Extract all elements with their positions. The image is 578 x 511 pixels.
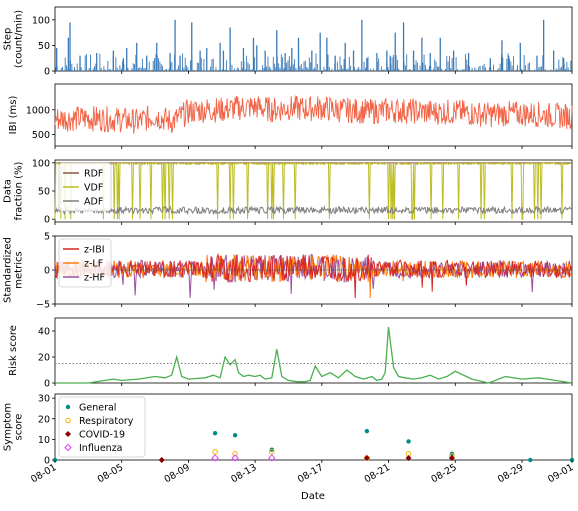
x-axis: 08-01 08-05 08-09 08-13 08-17 08-21 08-25 08-29…	[29, 460, 576, 502]
y-axis-label: Data	[3, 179, 14, 203]
z-IBI-line	[54, 252, 572, 299]
legend: General Respiratory COVID-19 Influenza	[58, 396, 146, 458]
plot-area	[55, 327, 573, 384]
marker-General	[364, 428, 370, 434]
risk-line	[55, 327, 573, 384]
adf-line	[54, 205, 572, 216]
y-tick-label: 20	[38, 414, 50, 425]
x-tick-label: 09-01	[546, 462, 575, 485]
plot-area	[54, 252, 572, 299]
legend-label: Respiratory	[79, 416, 134, 427]
plot-area	[52, 428, 575, 463]
panel-1: 0 50 100 Step (count/min)	[3, 6, 573, 78]
z-HF-line	[54, 253, 572, 299]
plot-frame	[54, 6, 573, 72]
y-axis-label: Symptom	[3, 403, 14, 451]
y-tick-label: 0	[44, 266, 50, 277]
y-tick-label: −5	[36, 300, 50, 311]
x-tick-label: 08-05	[96, 462, 125, 485]
marker-COVID-19	[158, 457, 165, 463]
legend-label: z-LF	[84, 259, 103, 270]
marker-Respiratory	[212, 448, 218, 455]
y-axis-label: metrics	[14, 251, 25, 288]
y-tick-label: 0	[44, 379, 50, 390]
ibi-line	[54, 95, 573, 135]
legend-marker	[65, 404, 71, 410]
marker-Influenza	[268, 454, 276, 462]
y-axis-label: fraction (%)	[14, 161, 25, 220]
legend: RDF VDF ADF	[58, 162, 112, 212]
y-tick-label: 10	[38, 435, 50, 446]
x-tick-label: 08-17	[296, 462, 325, 485]
legend-box	[58, 238, 112, 288]
y-axis-label: Standardized	[3, 237, 14, 303]
y-tick-label: 40	[38, 327, 50, 338]
marker-General	[232, 433, 238, 438]
marker-Influenza	[211, 454, 219, 462]
plot-frame	[54, 317, 573, 384]
legend-box	[58, 396, 146, 458]
panel-3: 0 50 100 Data fraction (%) RDF VDF ADF	[3, 158, 573, 226]
y-tick-label: 0	[44, 456, 50, 467]
marker-General	[528, 457, 533, 463]
y-tick-label: 100	[32, 158, 50, 169]
legend-label: Influenza	[79, 443, 123, 454]
legend-marker	[64, 443, 72, 452]
plot-area	[54, 95, 573, 135]
y-axis-label: IBI (ms)	[8, 96, 19, 135]
y-axis-label: Step	[3, 28, 14, 51]
x-tick-label: 08-13	[229, 462, 258, 485]
panel-5: 0 20 40 Risk score	[8, 317, 573, 390]
marker-General	[406, 439, 411, 444]
y-axis-label: Risk score	[8, 325, 19, 376]
y-tick-label: 100	[32, 15, 50, 26]
legend-label: ADF	[84, 197, 103, 208]
marker-General	[212, 430, 218, 436]
x-tick-label: 08-09	[163, 462, 192, 485]
y-tick-label: 500	[32, 130, 50, 141]
y-axis-label: (count/min)	[14, 10, 25, 68]
legend-label: z-HF	[84, 273, 105, 284]
y-tick-label: 20	[38, 353, 50, 364]
legend-label: RDF	[84, 169, 103, 180]
y-tick-label: 50	[38, 41, 50, 52]
marker-Influenza	[231, 454, 239, 462]
plot-area	[54, 161, 572, 220]
legend-label: COVID-19	[79, 430, 125, 441]
legend-label: General	[79, 403, 116, 414]
marker-COVID-19	[363, 454, 370, 461]
legend-label: VDF	[84, 183, 103, 194]
panel-4: −5 0 5 Standardized metrics z-IBI z-LF z-HF	[3, 232, 573, 311]
x-tick-label: 08-29	[496, 462, 525, 485]
y-tick-label: 5	[44, 232, 50, 243]
x-axis-label: Date	[301, 491, 325, 502]
y-tick-label: 0	[44, 67, 50, 78]
legend-box	[58, 162, 112, 212]
panel-6: 0 10 20 30 Symptom score General Respiratory COV…	[3, 393, 575, 467]
y-tick-label: 30	[38, 394, 50, 405]
marker-Respiratory	[232, 451, 238, 457]
vdf-line	[54, 161, 572, 220]
legend-label: z-IBI	[84, 245, 105, 256]
y-axis-label: score	[14, 414, 25, 441]
legend-marker	[65, 431, 71, 437]
legend: z-IBI z-LF z-HF	[58, 238, 112, 288]
y-tick-label: 0	[44, 215, 50, 226]
legend-marker	[65, 417, 71, 424]
panel-2: 500 1000 IBI (ms)	[8, 83, 573, 149]
y-tick-label: 1000	[26, 105, 50, 116]
marker-COVID-19	[448, 454, 455, 461]
x-tick-label: 08-21	[363, 462, 392, 485]
marker-Respiratory	[269, 448, 275, 455]
x-tick-label: 08-25	[429, 462, 458, 485]
plot-area	[55, 19, 572, 71]
marker-COVID-19	[405, 454, 412, 461]
y-tick-label: 50	[38, 187, 50, 198]
